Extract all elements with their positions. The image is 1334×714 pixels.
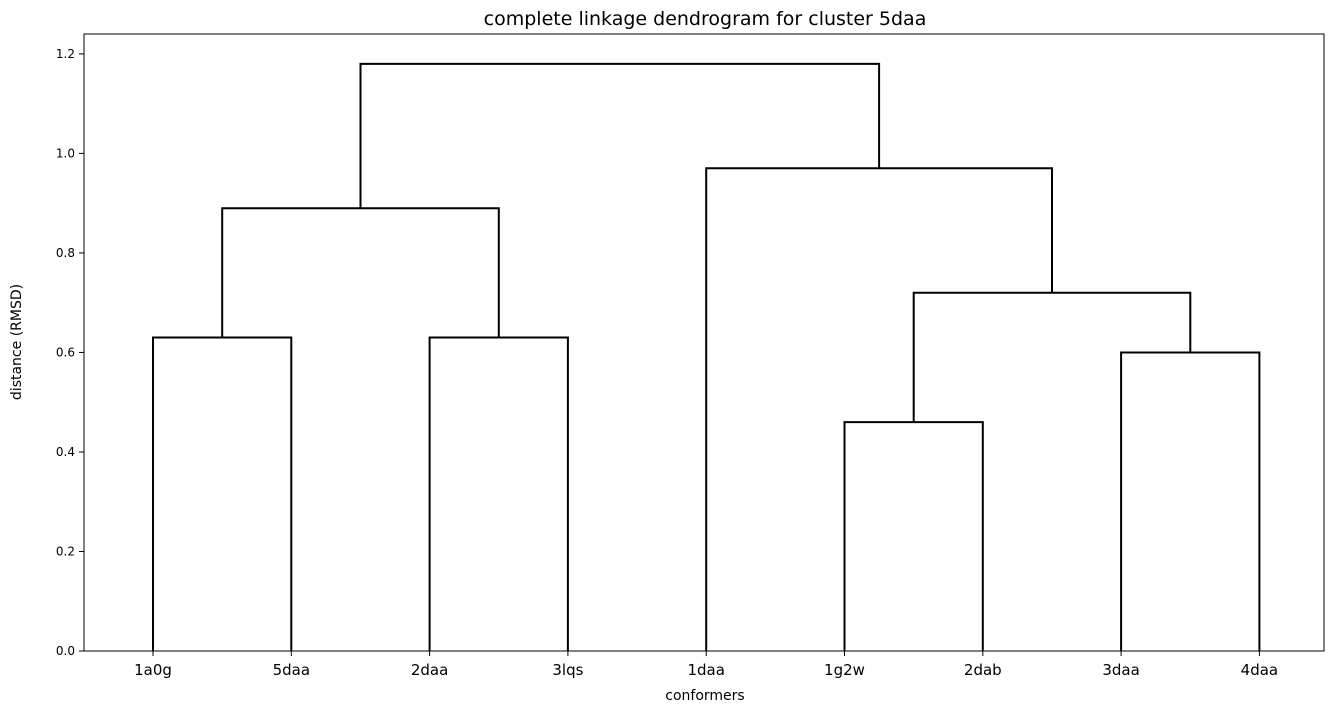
y-tick-label-0.2: 0.2 xyxy=(56,544,75,558)
dendrogram-link-5 xyxy=(912,291,1192,423)
y-tick-label-0.0: 0.0 xyxy=(56,644,75,658)
y-axis-label: distance (RMSD) xyxy=(9,284,25,400)
leaf-label-5daa: 5daa xyxy=(273,661,310,679)
leaf-label-1g2w: 1g2w xyxy=(824,661,865,679)
leaf-label-4daa: 4daa xyxy=(1241,661,1278,679)
leaf-label-3daa: 3daa xyxy=(1102,661,1139,679)
x-axis-label: conformers xyxy=(665,688,744,704)
dendrogram-link-1 xyxy=(152,336,293,651)
leaf-label-1a0g: 1a0g xyxy=(134,661,172,679)
y-tick-label-1.2: 1.2 xyxy=(56,47,75,61)
y-tick-label-0.4: 0.4 xyxy=(56,445,75,459)
plot-area-frame xyxy=(83,33,1325,652)
leaf-label-3lqs: 3lqs xyxy=(552,661,583,679)
leaf-label-1daa: 1daa xyxy=(687,661,724,679)
dendrogram-link-7 xyxy=(221,207,500,338)
dendrogram-link-6 xyxy=(705,167,1053,651)
dendrogram-link-8 xyxy=(359,62,881,209)
y-tick-label-0.6: 0.6 xyxy=(56,345,75,359)
dendrogram-link-4 xyxy=(1120,351,1261,651)
dendrogram-link-2 xyxy=(428,336,569,651)
leaf-label-2daa: 2daa xyxy=(411,661,448,679)
y-tick-label-1.0: 1.0 xyxy=(56,146,75,160)
dendrogram-link-3 xyxy=(843,421,984,651)
leaf-label-2dab: 2dab xyxy=(964,661,1002,679)
y-tick-label-0.8: 0.8 xyxy=(56,246,75,260)
chart-title: complete linkage dendrogram for cluster … xyxy=(484,8,927,30)
x-axis: 1a0g 5daa 2daa 3lqs 1daa 1g2w 2dab 3daa 4daa xyxy=(134,651,1278,679)
dendrogram-links xyxy=(152,62,1261,651)
y-axis: 0.0 0.2 0.4 0.6 0.8 1.0 1.2 xyxy=(56,47,84,658)
